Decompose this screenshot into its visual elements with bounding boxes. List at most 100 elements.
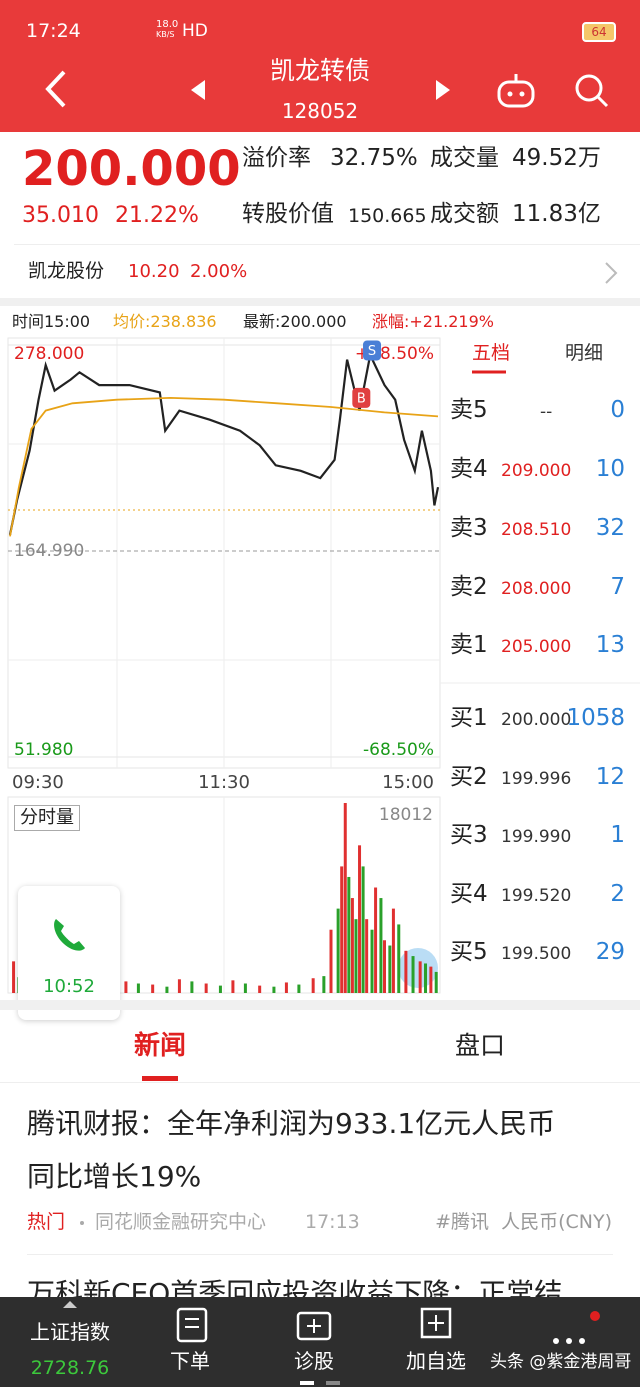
volume-bar: [124, 981, 128, 993]
volume-bar: [388, 945, 392, 993]
book-label: 卖5: [450, 397, 488, 423]
book-label: 买3: [450, 822, 488, 848]
status-time: 17:24: [26, 20, 81, 42]
nav-label[interactable]: 加自选: [406, 1349, 466, 1373]
stock-code: 128052: [281, 99, 359, 123]
volume-bar: [365, 919, 369, 993]
news-title[interactable]: 同比增长19%: [27, 1160, 202, 1193]
book-price: --: [540, 402, 553, 422]
back-button[interactable]: [45, 70, 66, 108]
book-label: 买2: [450, 764, 488, 790]
volume-bar: [336, 908, 340, 993]
stat-value: 11.83亿: [512, 201, 601, 227]
volume-bar: [12, 961, 16, 993]
book-price: 199.990: [501, 827, 572, 847]
tab-detail[interactable]: 明细: [565, 342, 604, 364]
book-label: 买5: [450, 939, 488, 965]
volume-bar: [361, 866, 365, 993]
book-label: 买4: [450, 881, 488, 907]
price-line: [9, 396, 439, 537]
y-tick-label: 278.000: [14, 344, 84, 364]
call-widget[interactable]: [18, 886, 120, 1020]
nav-label[interactable]: 诊股: [294, 1349, 334, 1373]
hd-icon: HD: [182, 21, 208, 41]
volume-bar: [411, 956, 415, 993]
info-time: 时间15:00: [12, 312, 91, 331]
volume-bar: [284, 982, 288, 993]
nav-label[interactable]: 下单: [170, 1349, 210, 1373]
volume-label: 分时量: [14, 805, 80, 831]
watermark: 头条 @紫金港周哥: [490, 1352, 632, 1372]
news-source: 同花顺金融研究中心: [95, 1211, 267, 1233]
divider: [27, 1254, 613, 1255]
volume-bar: [374, 887, 378, 993]
trade-marker: [352, 387, 371, 408]
book-volume: 2: [610, 881, 625, 907]
nav-label[interactable]: 上证指数: [30, 1320, 110, 1344]
stat-label: 溢价率: [242, 145, 311, 171]
divider: [14, 244, 640, 245]
prev-button[interactable]: [191, 80, 205, 100]
tab-news[interactable]: 新闻: [133, 1031, 186, 1061]
nav-icons: [63, 1301, 600, 1385]
y-tick-label: 164.990: [14, 541, 84, 561]
search-icon[interactable]: [575, 74, 609, 108]
news-topics[interactable]: #腾讯 人民币(CNY): [435, 1211, 612, 1233]
news-tag: 热门: [27, 1211, 66, 1233]
book-volume: 10: [595, 456, 625, 482]
volume-bar: [354, 919, 358, 993]
book-price: 208.510: [501, 520, 572, 540]
volume-bar: [311, 978, 315, 993]
volume-bar: [204, 983, 208, 993]
book-volume: 13: [595, 632, 625, 658]
news-time: 17:13: [305, 1211, 360, 1233]
news-title[interactable]: 腾讯财报：全年净利润为933.1亿元人民币: [27, 1107, 556, 1140]
price-change: 35.010: [22, 203, 99, 228]
call-time: 10:52: [43, 976, 95, 997]
volume-bar: [218, 985, 222, 993]
underlying-pct: 2.00%: [190, 261, 248, 282]
volume-bar: [136, 983, 140, 993]
underlying-name[interactable]: 凯龙股份: [28, 260, 105, 282]
stat-value: 32.75%: [330, 145, 418, 171]
volume-bar: [231, 980, 235, 993]
book-label: 卖2: [450, 574, 488, 600]
book-price: 200.000: [501, 710, 572, 730]
tab-book[interactable]: 盘口: [454, 1031, 505, 1060]
stat-label: 成交额: [430, 201, 499, 227]
y-tick-label: 18012: [379, 805, 433, 825]
book-volume: 1: [610, 822, 625, 848]
tab-five[interactable]: 五档: [472, 342, 511, 364]
stat-label: 成交量: [430, 145, 499, 171]
volume-bar: [329, 929, 333, 993]
net-unit: KB/S: [156, 30, 175, 39]
header-bar: [0, 0, 640, 132]
gap: [0, 1000, 640, 1010]
x-tick-label: 09:30: [12, 772, 64, 793]
robot-icon[interactable]: [497, 74, 535, 108]
volume-bar: [383, 940, 386, 993]
book-label: 买1: [450, 705, 488, 731]
price-change-pct: 21.22%: [115, 203, 199, 228]
stat-value: 49.52万: [512, 145, 601, 171]
book-price: 199.520: [501, 886, 572, 906]
float-button[interactable]: [398, 948, 438, 988]
book-price: 205.000: [501, 637, 572, 657]
book-volume: 0: [610, 397, 625, 423]
next-button[interactable]: [436, 80, 450, 100]
volume-bar: [424, 963, 428, 993]
book-volume: 7: [610, 574, 625, 600]
book-price: 208.000: [501, 579, 572, 599]
volume-bar: [391, 908, 395, 993]
book-volume: 32: [595, 515, 625, 541]
volume-bar: [358, 845, 362, 993]
volume-bar: [190, 981, 194, 993]
volume-bar: [404, 950, 408, 993]
volume-bar: [340, 866, 344, 993]
book-price: 199.500: [501, 944, 572, 964]
book-volume: 1058: [566, 705, 625, 731]
nav-value: 2728.76: [30, 1357, 110, 1379]
header-icons: [45, 70, 609, 108]
